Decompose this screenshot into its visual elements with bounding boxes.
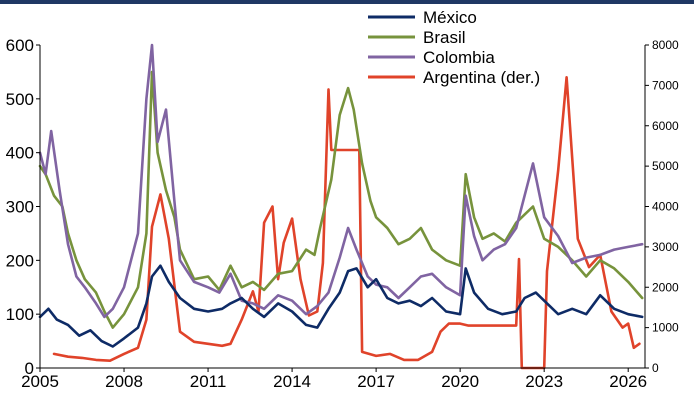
x-tick-label: 2017	[357, 372, 395, 391]
x-tick-label: 2014	[273, 372, 311, 391]
left-tick-label: 400	[6, 144, 34, 163]
legend-label-colombia: Colombia	[423, 48, 495, 67]
legend-label-argentina-der: Argentina (der.)	[423, 68, 540, 87]
legend-label-brasil: Brasil	[423, 28, 466, 47]
left-tick-label: 500	[6, 90, 34, 109]
right-tick-label: 7000	[652, 78, 679, 92]
axes-layer: 0100200300400500600010002000300040005000…	[6, 36, 679, 391]
right-tick-label: 2000	[652, 280, 679, 294]
left-tick-label: 100	[6, 305, 34, 324]
right-tick-label: 1000	[652, 321, 679, 335]
x-tick-label: 2026	[609, 372, 647, 391]
right-tick-label: 8000	[652, 38, 679, 52]
left-tick-label: 300	[6, 198, 34, 217]
left-tick-label: 200	[6, 251, 34, 270]
top-accent-bar	[0, 0, 694, 4]
right-tick-label: 4000	[652, 200, 679, 214]
legend-label-m-xico: México	[423, 8, 477, 27]
right-tick-label: 3000	[652, 240, 679, 254]
left-tick-label: 0	[25, 359, 34, 378]
x-tick-label: 2020	[441, 372, 479, 391]
series-line-colombia	[38, 43, 644, 319]
right-tick-label: 6000	[652, 119, 679, 133]
x-tick-label: 2005	[21, 372, 59, 391]
x-tick-label: 2008	[105, 372, 143, 391]
right-tick-label: 0	[652, 361, 659, 375]
right-tick-label: 5000	[652, 159, 679, 173]
x-tick-label: 2023	[525, 372, 563, 391]
series-layer	[38, 43, 644, 370]
left-tick-label: 600	[6, 36, 34, 55]
series-line-m-xico	[38, 264, 644, 348]
series-line-argentina-der	[52, 76, 641, 370]
x-tick-label: 2011	[190, 372, 227, 391]
